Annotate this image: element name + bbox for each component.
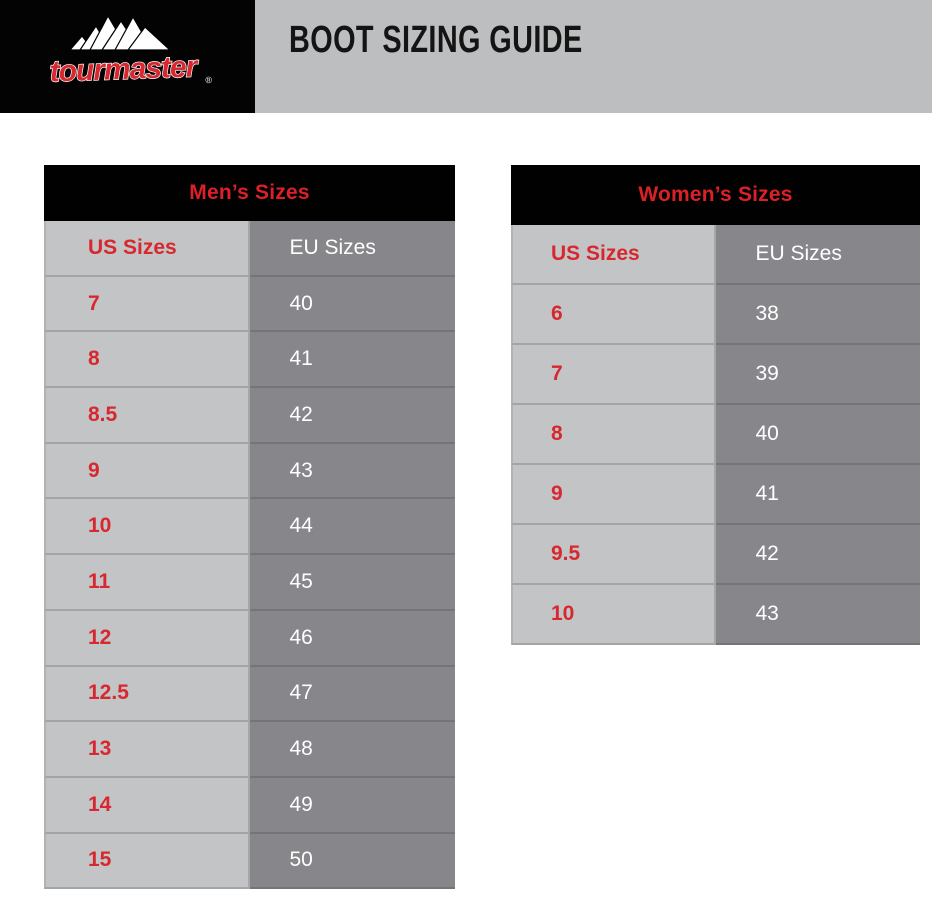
us-size-cell: 13 [44, 722, 250, 778]
table-row: 8 41 [44, 332, 455, 389]
eu-size-cell: 39 [715, 345, 920, 405]
table-row: 13 48 [44, 722, 455, 778]
womens-size-table: Women’s Sizes US Sizes EU Sizes 6 38 7 3… [511, 165, 920, 645]
column-header-eu: EU Sizes [249, 221, 455, 277]
us-size-cell: 10 [511, 585, 716, 645]
column-header-us: US Sizes [44, 221, 250, 277]
eu-size-cell: 46 [249, 610, 455, 667]
table-row: 10 44 [44, 499, 455, 556]
table-row: 10 43 [511, 585, 920, 645]
table-row: 14 49 [44, 777, 455, 834]
eu-size-cell: 41 [715, 465, 920, 525]
mountains-icon: tourmaster ® [48, 14, 213, 89]
brand-logo: tourmaster ® [0, 0, 255, 113]
us-size-cell: 8.5 [44, 388, 250, 444]
table-row: 11 45 [44, 555, 455, 611]
trademark-symbol: ® [205, 75, 212, 85]
table-row: 12 46 [44, 610, 455, 667]
us-size-cell: 8 [44, 332, 250, 389]
eu-size-cell: 43 [715, 585, 920, 645]
us-size-cell: 14 [44, 777, 250, 834]
eu-size-cell: 42 [249, 388, 455, 444]
us-size-cell: 15 [44, 833, 250, 890]
column-header-row: US Sizes EU Sizes [511, 225, 920, 285]
page-title: BOOT SIZING GUIDE [289, 19, 583, 61]
mens-size-table: Men’s Sizes US Sizes EU Sizes 7 40 8 41 … [44, 165, 455, 890]
column-header-row: US Sizes EU Sizes [44, 221, 455, 277]
us-size-cell: 9 [511, 465, 716, 525]
eu-size-cell: 42 [715, 525, 920, 585]
column-header-eu: EU Sizes [715, 225, 920, 285]
eu-size-cell: 40 [249, 276, 455, 333]
us-size-cell: 7 [44, 276, 250, 333]
us-size-cell: 7 [511, 345, 716, 405]
table-row: 8.5 42 [44, 388, 455, 444]
table-row: 15 50 [44, 833, 455, 890]
table-row: 9 43 [44, 443, 455, 500]
column-header-us: US Sizes [511, 225, 716, 285]
eu-size-cell: 50 [249, 833, 455, 890]
table-row: 8 40 [511, 405, 920, 465]
table-row: 9 41 [511, 465, 920, 525]
eu-size-cell: 49 [249, 777, 455, 834]
us-size-cell: 9 [44, 443, 250, 500]
eu-size-cell: 48 [249, 722, 455, 778]
table-row: 7 40 [44, 276, 455, 333]
mens-table-title: Men’s Sizes [44, 165, 455, 221]
header-banner: tourmaster ® BOOT SIZING GUIDE [0, 0, 932, 113]
eu-size-cell: 47 [249, 666, 455, 723]
us-size-cell: 11 [44, 555, 250, 611]
table-row: 9.5 42 [511, 525, 920, 585]
table-row: 12.5 47 [44, 666, 455, 723]
us-size-cell: 8 [511, 405, 716, 465]
us-size-cell: 9.5 [511, 525, 716, 585]
us-size-cell: 12 [44, 610, 250, 667]
eu-size-cell: 38 [715, 285, 920, 345]
table-row: 6 38 [511, 285, 920, 345]
table-row: 7 39 [511, 345, 920, 405]
eu-size-cell: 43 [249, 443, 455, 500]
us-size-cell: 12.5 [44, 666, 250, 723]
us-size-cell: 6 [511, 285, 716, 345]
eu-size-cell: 44 [249, 499, 455, 556]
brand-wordmark: tourmaster [49, 50, 200, 88]
us-size-cell: 10 [44, 499, 250, 556]
womens-table-title: Women’s Sizes [511, 165, 920, 225]
eu-size-cell: 41 [249, 332, 455, 389]
eu-size-cell: 40 [715, 405, 920, 465]
eu-size-cell: 45 [249, 555, 455, 611]
